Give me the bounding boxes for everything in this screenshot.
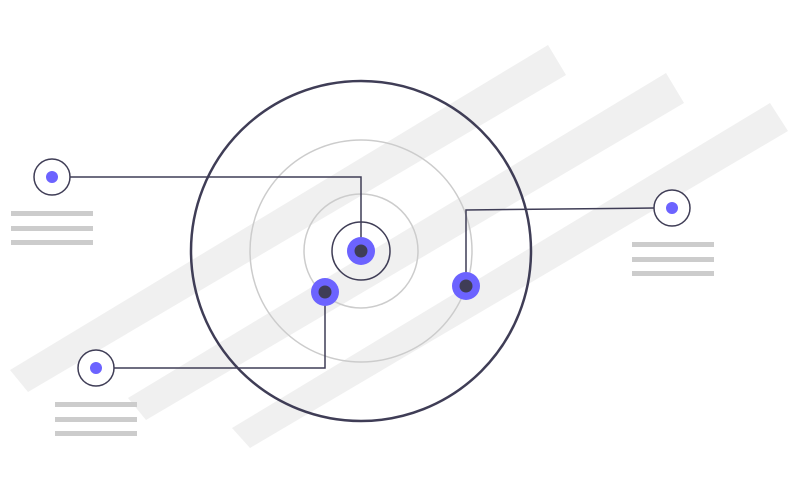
target-points: [311, 237, 480, 306]
background-band-2: [128, 73, 684, 420]
target-point-center: [347, 237, 375, 265]
callout-node-right: [653, 189, 691, 227]
background-band-1: [10, 45, 566, 392]
connector-line-bottom-left: [114, 292, 326, 369]
middle-ring: [249, 139, 473, 363]
callout-placeholder-text: [11, 211, 714, 436]
callout-node-bottom-left: [77, 349, 115, 387]
outer-ring: [189, 79, 533, 423]
connector-lines: [70, 176, 655, 369]
connector-line-top-left: [70, 176, 362, 251]
placeholder-lines-top-left: [11, 211, 93, 245]
callout-node-top-left: [33, 158, 71, 196]
target-point-right: [452, 272, 480, 300]
callout-nodes: [33, 158, 691, 387]
placeholder-lines-bottom-left: [55, 402, 137, 436]
target-point-lower-left: [311, 278, 339, 306]
placeholder-lines-right: [632, 242, 714, 276]
connector-line-right: [465, 207, 655, 286]
